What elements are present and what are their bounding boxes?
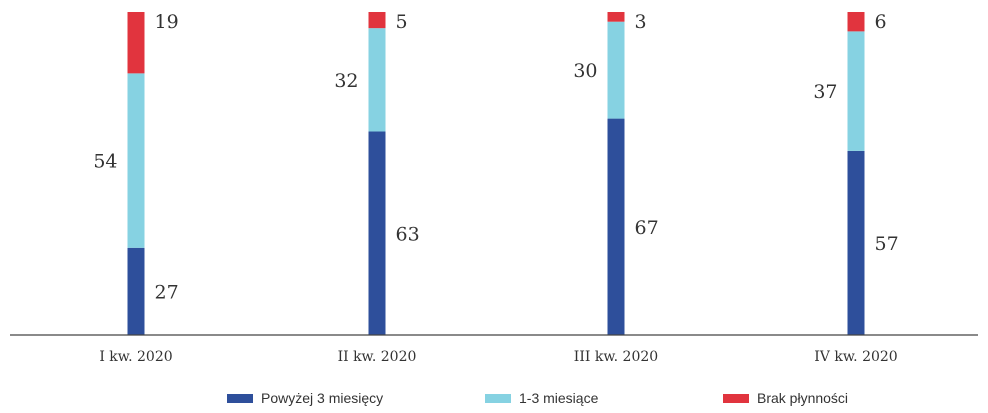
bar-segment-3-4: [847, 12, 865, 32]
bar-segment-2-3: [607, 21, 625, 119]
value-label-2-2: 32: [334, 70, 358, 92]
bars-layer: [127, 12, 865, 335]
value-label-3-4: 6: [875, 11, 887, 33]
legend-label-1: Powyżej 3 miesięcy: [261, 390, 383, 406]
x-tick-labels: I kw. 2020 II kw. 2020 III kw. 2020 IV kw. …: [99, 349, 897, 365]
x-tick-label-2: II kw. 2020: [338, 349, 417, 365]
value-label-3-3: 3: [635, 11, 647, 33]
bar-segment-3-2: [368, 12, 386, 29]
bar-segment-2-4: [847, 31, 865, 151]
value-labels-layer: 27 54 19 63 32 5 67 30 3 57 37 6: [93, 11, 898, 303]
value-label-3-2: 5: [396, 11, 408, 33]
bar-segment-1-4: [847, 150, 865, 335]
bar-segment-3-1: [127, 12, 145, 74]
bar-segment-3-3: [607, 12, 625, 22]
legend: Powyżej 3 miesięcy 1-3 miesiące Brak płynn…: [227, 390, 848, 406]
x-tick-label-3: III kw. 2020: [574, 349, 658, 365]
value-label-2-4: 37: [813, 81, 837, 103]
bar-segment-2-1: [127, 73, 145, 248]
bar-segment-2-2: [368, 28, 386, 132]
legend-swatch-2: [485, 394, 511, 403]
value-label-2-3: 30: [573, 60, 597, 82]
value-label-1-2: 63: [396, 223, 420, 245]
value-label-2-1: 54: [93, 151, 117, 173]
bar-segment-1-3: [607, 118, 625, 335]
legend-label-3: Brak płynności: [757, 390, 848, 406]
legend-swatch-3: [723, 394, 749, 403]
x-tick-label-4: IV kw. 2020: [814, 349, 897, 365]
value-label-3-1: 19: [155, 11, 179, 33]
x-tick-label-1: I kw. 2020: [99, 349, 172, 365]
value-label-1-4: 57: [875, 233, 899, 255]
value-label-1-3: 67: [635, 217, 659, 239]
legend-label-2: 1-3 miesiące: [519, 390, 599, 406]
bar-segment-1-2: [368, 131, 386, 335]
value-label-1-1: 27: [155, 281, 179, 303]
legend-swatch-1: [227, 394, 253, 403]
bar-segment-1-1: [127, 247, 145, 335]
